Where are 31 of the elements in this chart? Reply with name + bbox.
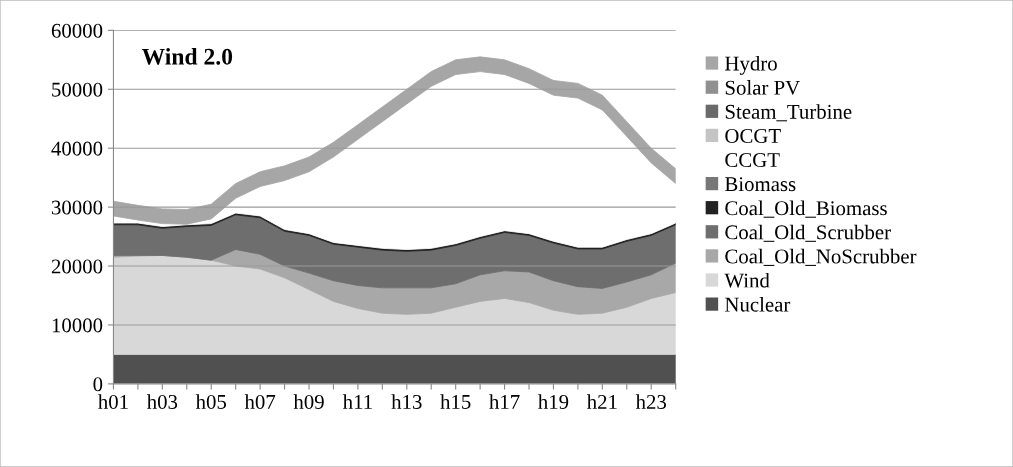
x-tick-label: h13	[391, 394, 422, 409]
legend-label: Wind	[724, 272, 770, 288]
x-tick-label: h07	[244, 394, 276, 409]
x-tick-label: h19	[538, 394, 569, 409]
x-tick-label: h01	[98, 394, 128, 409]
y-tick-label: 30000	[51, 200, 103, 215]
legend-label: Hydro	[725, 55, 777, 75]
legend-label: Coal_Old_Biomass	[725, 200, 887, 218]
x-tick-label: h09	[293, 394, 324, 409]
legend-label: Solar PV	[725, 80, 800, 95]
x-tick-label: h21	[586, 394, 617, 409]
legend-label: Coal_Old_NoScrubber	[725, 248, 917, 266]
legend-label: Coal_Old_Scrubber	[725, 224, 891, 242]
text: Wind 2.0	[141, 48, 233, 65]
x-tick-label: h15	[440, 394, 471, 409]
y-tick-label: 0	[93, 377, 103, 392]
y-tick-label: 50000	[52, 82, 103, 97]
x-tick-label: h17	[489, 394, 520, 409]
x-tick-label: h11	[342, 394, 372, 409]
text: CCGT	[725, 153, 780, 168]
y-tick-label: 10000	[52, 318, 103, 333]
legend-label: Steam_Turbine	[725, 104, 852, 122]
y-tick-label: 20000	[51, 259, 103, 274]
legend-label: OCGT	[725, 128, 781, 143]
legend-label: Nuclear	[725, 296, 791, 312]
legend-label: Biomass	[725, 177, 796, 192]
x-tick-label: h05	[195, 394, 227, 409]
x-tick-label: h03	[146, 394, 178, 409]
x-tick-label: h23	[635, 394, 667, 409]
y-tick-label: 40000	[51, 141, 103, 156]
y-tick-label: 60000	[51, 23, 103, 38]
